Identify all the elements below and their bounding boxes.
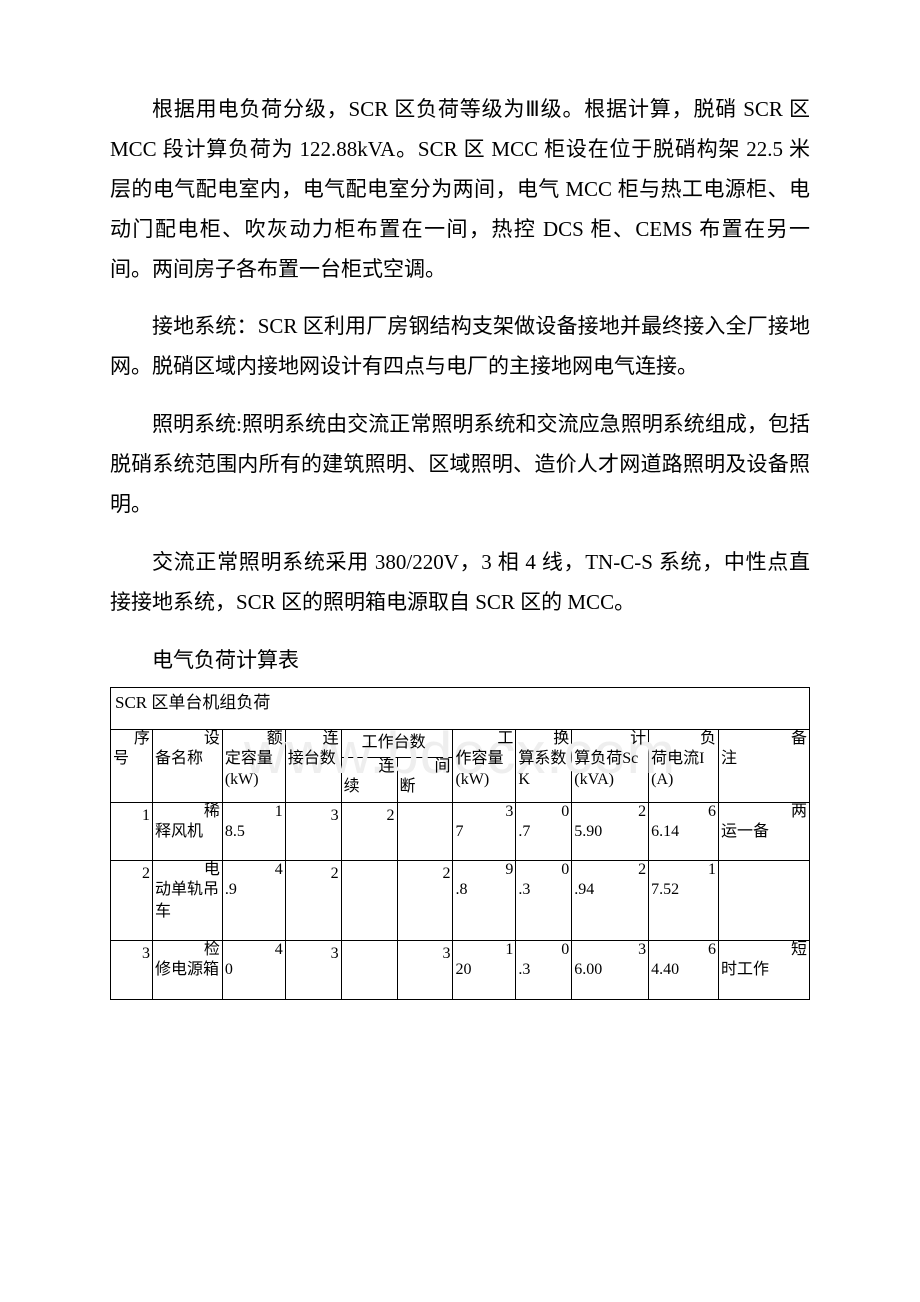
cell-cont: 2 xyxy=(341,802,397,861)
cell-seq: 2 xyxy=(111,861,153,941)
table-row: SCR 区单台机组负荷 xyxy=(111,687,810,729)
cell-work: 37 xyxy=(453,802,516,861)
cell-i: 64.40 xyxy=(649,941,719,1000)
col-cont: 连续 xyxy=(341,758,397,803)
cell-cap: 4.9 xyxy=(222,861,285,941)
col-k: 换算系数K xyxy=(516,729,572,802)
cell-note xyxy=(719,861,810,941)
cell-name: 电动单轨吊车 xyxy=(152,861,222,941)
load-table: SCR 区单台机组负荷 序号 设备名称 额定容量(kW) 连接台数 工作台数 工… xyxy=(110,687,810,1001)
cell-k: 0.3 xyxy=(516,941,572,1000)
paragraph-4: 交流正常照明系统采用 380/220V，3 相 4 线，TN-C-S 系统，中性… xyxy=(110,543,810,623)
paragraph-1: 根据用电负荷分级，SCR 区负荷等级为Ⅲ级。根据计算，脱硝 SCR 区 MCC … xyxy=(110,90,810,289)
table-row: 序号 设备名称 额定容量(kW) 连接台数 工作台数 工作容量(kW) 换算系数… xyxy=(111,729,810,758)
cell-cont xyxy=(341,861,397,941)
cell-name: 稀释风机 xyxy=(152,802,222,861)
col-conn: 连接台数 xyxy=(285,729,341,802)
table-section-title: SCR 区单台机组负荷 xyxy=(111,687,810,729)
col-workcap: 工作容量(kW) xyxy=(453,729,516,802)
cell-k: 0.3 xyxy=(516,861,572,941)
cell-cap: 40 xyxy=(222,941,285,1000)
cell-conn: 2 xyxy=(285,861,341,941)
cell-work: 9.8 xyxy=(453,861,516,941)
table-row: 3 检修电源箱 40 3 3 120 0.3 36.00 64.40 短时工作 xyxy=(111,941,810,1000)
cell-inter: 2 xyxy=(397,861,453,941)
cell-name: 检修电源箱 xyxy=(152,941,222,1000)
col-rated: 额定容量(kW) xyxy=(222,729,285,802)
col-note: 备注 xyxy=(719,729,810,802)
cell-note: 两运一备 xyxy=(719,802,810,861)
col-seq: 序号 xyxy=(111,729,153,802)
cell-i: 17.52 xyxy=(649,861,719,941)
cell-k: 0.7 xyxy=(516,802,572,861)
cell-sc: 25.90 xyxy=(572,802,649,861)
col-sc: 计算负荷Sc(kVA) xyxy=(572,729,649,802)
cell-inter xyxy=(397,802,453,861)
col-inter: 间断 xyxy=(397,758,453,803)
cell-conn: 3 xyxy=(285,941,341,1000)
cell-sc: 36.00 xyxy=(572,941,649,1000)
col-i: 负荷电流I(A) xyxy=(649,729,719,802)
col-name: 设备名称 xyxy=(152,729,222,802)
paragraph-2: 接地系统：SCR 区利用厂房钢结构支架做设备接地并最终接入全厂接地网。脱硝区域内… xyxy=(110,307,810,387)
table-row: 2 电动单轨吊车 4.9 2 2 9.8 0.3 2.94 17.52 xyxy=(111,861,810,941)
cell-cont xyxy=(341,941,397,1000)
cell-i: 66.14 xyxy=(649,802,719,861)
cell-conn: 3 xyxy=(285,802,341,861)
cell-cap: 18.5 xyxy=(222,802,285,861)
cell-note: 短时工作 xyxy=(719,941,810,1000)
cell-seq: 3 xyxy=(111,941,153,1000)
cell-inter: 3 xyxy=(397,941,453,1000)
col-workcount: 工作台数 xyxy=(341,729,453,758)
table-row: 1 稀释风机 18.5 3 2 37 0.7 25.90 66.14 两运一备 xyxy=(111,802,810,861)
cell-seq: 1 xyxy=(111,802,153,861)
paragraph-3: 照明系统:照明系统由交流正常照明系统和交流应急照明系统组成，包括脱硝系统范围内所… xyxy=(110,405,810,525)
table-title: 电气负荷计算表 xyxy=(110,641,810,681)
cell-sc: 2.94 xyxy=(572,861,649,941)
cell-work: 120 xyxy=(453,941,516,1000)
